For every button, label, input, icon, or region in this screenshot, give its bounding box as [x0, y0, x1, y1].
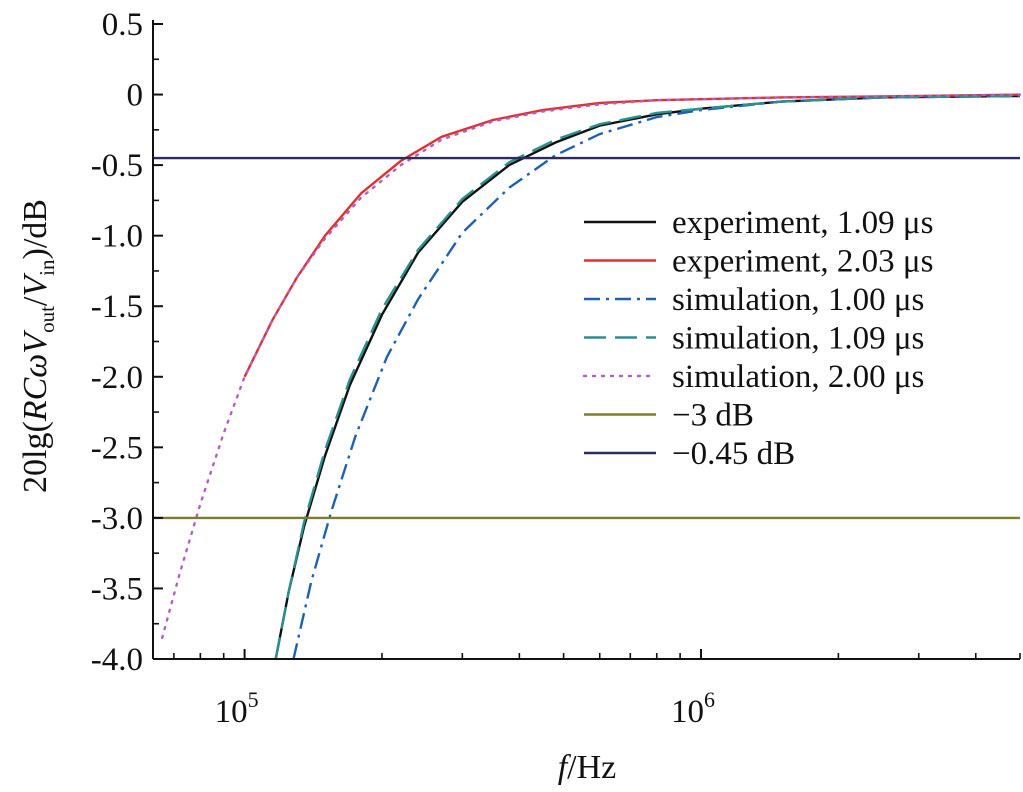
y-tick-label-5: -1.5 [91, 289, 143, 325]
legend-label-5: simulation, 2.00 μs [672, 359, 924, 395]
x-axis-title: f/Hz [558, 749, 617, 786]
y-tick-label-2: 0 [127, 78, 144, 114]
y-axis-title: 20lg(RCωVout/Vin)/dB [17, 199, 59, 493]
axes-layer [152, 20, 1021, 660]
x-tick-exponent: 5 [248, 687, 259, 712]
series-layer [153, 93, 1022, 660]
y-tick-label-3: -0.5 [91, 148, 143, 184]
y-tick-label-10: -4.0 [91, 642, 143, 678]
series-line-5 [161, 93, 1022, 639]
y-title-sub-in: in [35, 259, 59, 276]
y-title-slash: / [17, 296, 54, 306]
y-title-prefix: 20lg( [17, 421, 54, 493]
x-tick-label-1: 105 [215, 687, 259, 730]
x-tick-base: 10 [215, 694, 248, 730]
legend-label-3: simulation, 1.00 μs [672, 282, 924, 318]
y-tick-label-4: -1.0 [91, 219, 143, 255]
y-tick-label-1: 0.5 [102, 7, 143, 43]
y-title-R: R [17, 400, 54, 422]
y-title-omega: ω [17, 354, 54, 378]
legend-label-4: simulation, 1.09 μs [672, 321, 924, 357]
legend-label-6: −3 dB [672, 398, 754, 434]
x-axis-title-rest: /Hz [567, 749, 616, 786]
y-tick-label-9: -3.5 [91, 571, 143, 607]
y-title-suffix: )/dB [17, 199, 54, 259]
legend-label-1: experiment, 1.09 μs [672, 205, 933, 241]
legend-label-2: experiment, 2.03 μs [672, 244, 933, 280]
y-title-sub-out: out [35, 306, 59, 333]
y-tick-label-8: -3.0 [91, 501, 143, 537]
x-tick-label-2: 106 [671, 687, 715, 730]
x-tick-base: 10 [671, 694, 704, 730]
y-title-C: C [17, 377, 54, 400]
x-tick-exponent: 6 [704, 687, 715, 712]
series-line-4 [274, 94, 1021, 660]
y-tick-label-6: -2.0 [91, 360, 143, 396]
y-tick-label-7: -2.5 [91, 430, 143, 466]
legend-label-7: −0.45 dB [672, 436, 795, 472]
